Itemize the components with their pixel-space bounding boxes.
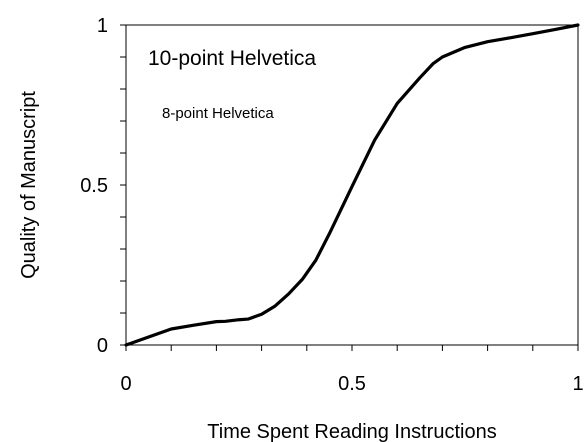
y-tick-label: 0 bbox=[97, 335, 108, 357]
x-tick-label: 1 bbox=[572, 373, 583, 395]
x-tick-labels: 0 0.5 1 bbox=[120, 373, 583, 395]
y-tick-label: 0.5 bbox=[80, 175, 108, 197]
y-tick-labels: 00.51 bbox=[80, 15, 108, 357]
series-line bbox=[124, 23, 580, 347]
annotation-8-point: 8-point Helvetica bbox=[162, 105, 274, 122]
y-tick-label: 1 bbox=[97, 15, 108, 37]
x-tick-label: 0.5 bbox=[338, 373, 366, 395]
x-axis-title: Time Spent Reading Instructions bbox=[207, 421, 496, 442]
annotation-10-point: 10-point Helvetica bbox=[148, 47, 316, 70]
y-axis-title: Quality of Manuscript bbox=[18, 91, 40, 279]
y-axis-ticks bbox=[120, 24, 126, 346]
x-axis-ticks bbox=[125, 345, 579, 351]
x-tick-label: 0 bbox=[120, 373, 131, 395]
